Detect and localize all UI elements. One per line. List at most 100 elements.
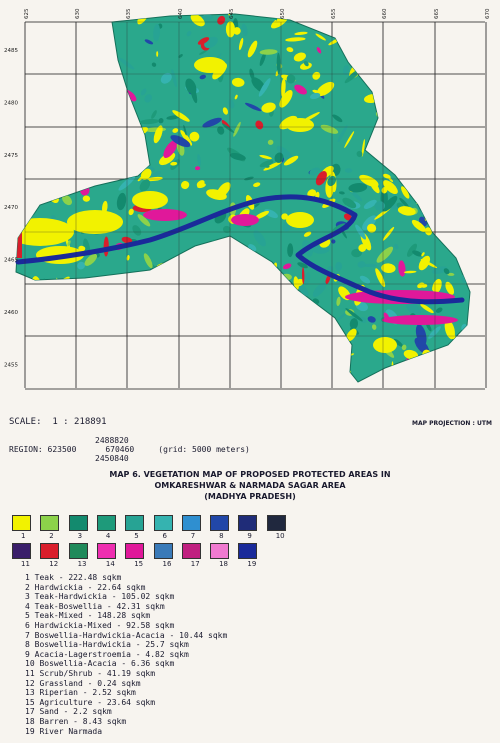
vegetation-patch [63,15,66,36]
vegetation-patch [202,14,213,21]
vegetation-patch [286,212,314,228]
vegetation-patch [88,88,96,94]
vegetation-patch [253,182,261,187]
vegetation-patch [81,292,94,305]
vegetation-patch [100,301,118,311]
vegetation-patch [202,257,217,275]
vegetation-patch [129,362,151,371]
vegetation-patch [75,158,92,170]
legend-swatch-number: 15 [134,560,144,568]
vegetation-patch [65,170,71,174]
vegetation-patch [102,95,118,107]
vegetation-patch [393,338,403,347]
vegetation-patch [48,162,54,168]
vegetation-patch [367,27,377,46]
vegetation-patch [397,206,416,216]
vegetation-patch [16,55,31,65]
vegetation-patch [171,69,177,88]
vegetation-patch [410,175,421,181]
vegetation-patch [129,344,151,350]
legend-entry: 2 Hardwickia - 22.64 sqkm [25,582,146,592]
vegetation-patch [447,59,457,65]
vegetation-patch [452,35,455,43]
vegetation-patch [356,380,368,382]
vegetation-patch [415,324,427,346]
vegetation-patch [65,281,76,290]
vegetation-patch [247,40,258,58]
vegetation-patch [403,270,417,274]
tick-label-y: 2465 [4,258,18,264]
vegetation-patch [50,46,56,53]
vegetation-patch [286,310,308,318]
vegetation-patch [197,37,210,45]
tick-label-y: 2485 [4,48,18,54]
vegetation-patch [447,272,455,276]
legend-swatch-number: 1 [21,532,26,540]
tick-label-y: 2475 [4,153,18,159]
vegetation-patch [197,183,206,189]
map-title-line-1: MAP 6. VEGETATION MAP OF PROPOSED PROTEC… [109,470,391,479]
vegetation-patch [454,21,462,31]
vegetation-patch [288,294,305,303]
vegetation-patch [240,363,257,374]
legend-swatch [266,515,286,531]
vegetation-patch [124,322,139,335]
vegetation-patch [85,296,102,304]
vegetation-patch [54,358,65,371]
vegetation-patch [31,101,41,118]
vegetation-patch [400,121,413,132]
vegetation-patch [259,49,278,55]
vegetation-patch [185,366,192,382]
vegetation-patch [295,301,306,319]
vegetation-patch [18,219,25,225]
vegetation-patch [266,287,274,296]
vegetation-patch [291,363,296,370]
vegetation-patch [186,259,199,273]
legend-swatch [125,515,145,531]
vegetation-patch [230,152,246,161]
vegetation-patch [346,328,357,342]
legend-swatch [68,515,88,531]
legend-swatch [210,515,230,531]
vegetation-patch [81,74,101,78]
vegetation-patch [402,160,413,170]
vegetation-patch [382,226,395,241]
agriculture-patch [231,214,259,226]
vegetation-patch [118,57,135,70]
vegetation-patch [160,72,172,84]
legend-entry: 6 Hardwickia-Mixed - 92.58 sqkm [25,621,175,630]
vegetation-patch [114,15,120,21]
vegetation-patch [416,193,433,204]
vegetation-patch [424,108,441,124]
vegetation-patch [51,89,61,104]
vegetation-patch [180,129,193,146]
vegetation-patch [315,33,326,41]
map-projection: MAP PROJECTION : UTM [412,420,492,427]
legend-entry: 4 Teak-Boswellia - 42.31 sqkm [25,601,165,611]
vegetation-patch [189,82,198,104]
vegetation-patch [75,91,92,101]
vegetation-patch [258,326,276,343]
vegetation-patch [222,225,231,234]
legend-entry: 19 River Narmada [25,726,103,736]
vegetation-patch [199,50,207,55]
vegetation-patch [144,39,154,45]
legend-entry: 15 Agriculture - 23.64 sqkm [25,697,156,707]
vegetation-patch [420,149,430,168]
vegetation-patch [42,101,58,119]
vegetation-patch [132,191,168,209]
vegetation-patch [189,131,200,142]
vegetation-patch [102,200,108,214]
vegetation-patch [402,58,411,81]
vegetation-patch [265,165,270,168]
legend-swatch [96,543,116,559]
vegetation-patch [367,223,377,233]
vegetation-patch [403,349,419,360]
grid-overlay [24,21,487,390]
legend-swatch [181,543,201,559]
vegetation-patch [170,161,178,166]
vegetation-patch [261,313,268,325]
legend-swatch [153,543,173,559]
vegetation-patch [372,131,389,140]
vegetation-patch [106,278,111,288]
